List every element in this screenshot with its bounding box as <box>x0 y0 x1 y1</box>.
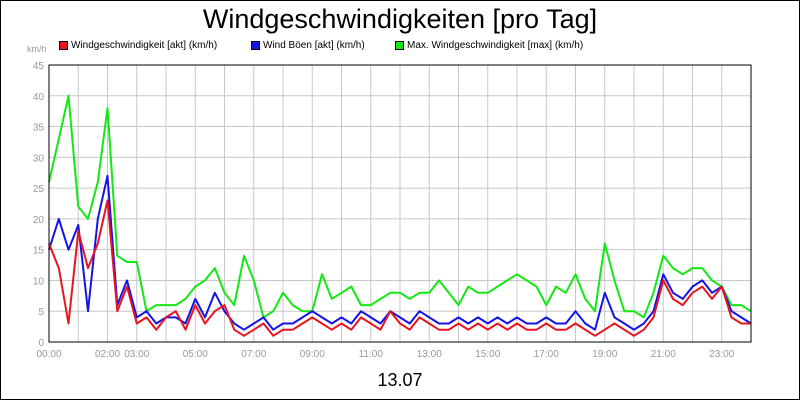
y-tick-label: 30 <box>33 153 45 164</box>
legend-swatch-red <box>59 41 68 50</box>
x-tick-label: 11:00 <box>359 349 384 360</box>
x-tick-label: 13:00 <box>417 349 442 360</box>
x-tick-label: 23:00 <box>709 349 734 360</box>
x-tick-label: 05:00 <box>183 349 208 360</box>
legend-item-wind-akt: Windgeschwindigkeit [akt] (km/h) <box>59 40 217 51</box>
x-tick-label: 07:00 <box>241 349 266 360</box>
y-tick-label: 40 <box>33 92 45 103</box>
x-tick-label: 17:00 <box>534 349 559 360</box>
x-tick-label: 00:00 <box>36 349 61 360</box>
y-tick-label: 20 <box>33 215 45 226</box>
y-tick-label: 35 <box>33 123 45 134</box>
y-tick-label: 15 <box>33 246 45 257</box>
y-tick-label: 10 <box>33 276 45 287</box>
y-tick-label: 0 <box>38 338 44 349</box>
legend-label: Windgeschwindigkeit [akt] (km/h) <box>71 40 218 51</box>
legend-item-boeen-akt: Wind Böen [akt] (km/h) <box>251 40 365 51</box>
y-axis-ticks: 0 5 10 15 20 25 30 35 40 45 <box>33 61 45 349</box>
chart-title: Windgeschwindigkeiten [pro Tag] <box>202 4 598 34</box>
series-lines <box>48 94 752 337</box>
x-tick-label: 19:00 <box>592 349 617 360</box>
x-tick-label: 15:00 <box>475 349 500 360</box>
legend-item-max: Max. Windgeschwindigkeit [max] (km/h) <box>395 40 583 51</box>
series-line-2 <box>48 94 752 319</box>
x-tick-label: 03:00 <box>124 349 149 360</box>
legend-swatch-green <box>395 41 404 50</box>
y-tick-label: 25 <box>33 184 45 195</box>
legend-label: Max. Windgeschwindigkeit [max] (km/h) <box>407 40 584 51</box>
x-axis-ticks: 00:00 02:00 03:00 05:00 07:00 09:00 11:00 13:00… <box>36 349 734 360</box>
x-tick-label: 02:00 <box>95 349 120 360</box>
y-tick-label: 45 <box>33 61 45 72</box>
series-line-0 <box>48 199 751 337</box>
date-label: 13.07 <box>377 370 423 390</box>
x-tick-label: 21:00 <box>651 349 676 360</box>
y-axis-label: km/h <box>27 44 47 54</box>
legend-label: Wind Böen [akt] (km/h) <box>263 40 365 51</box>
x-tick-label: 09:00 <box>300 349 325 360</box>
grid <box>48 64 752 343</box>
legend-swatch-blue <box>251 41 260 50</box>
plot-border <box>48 64 752 343</box>
y-tick-label: 5 <box>38 307 44 318</box>
